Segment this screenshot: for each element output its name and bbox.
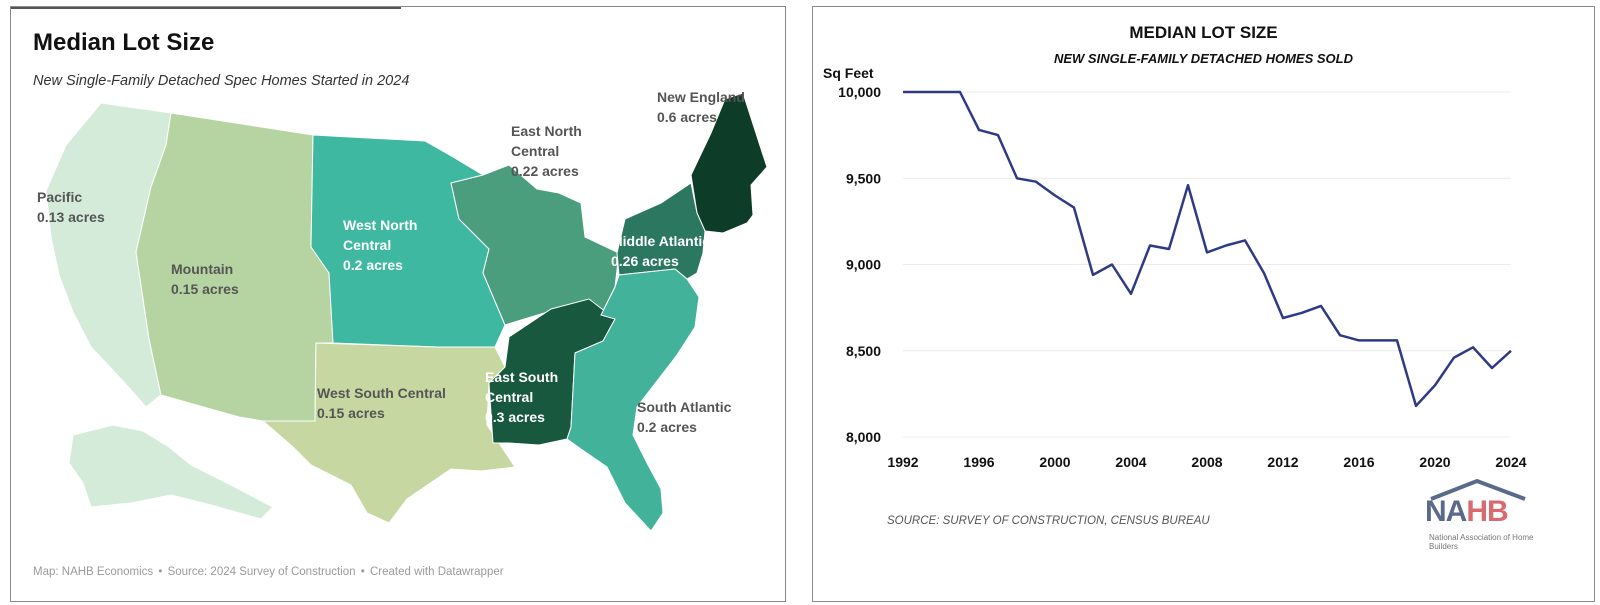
label-middle-atlantic: Middle Atlantic 0.26 acres <box>611 231 710 271</box>
y-tick-label: 9,000 <box>846 257 881 273</box>
y-axis-unit-label: Sq Feet <box>823 65 874 81</box>
label-new-england-value: 0.6 acres <box>657 109 717 125</box>
chart-source: SOURCE: SURVEY OF CONSTRUCTION, CENSUS B… <box>887 515 1210 527</box>
nahb-wordmark: NAHB <box>1425 495 1509 528</box>
x-tick-label: 1992 <box>887 454 918 470</box>
label-west-north-central: West North Central 0.2 acres <box>343 215 443 275</box>
y-tick-label: 10,000 <box>838 84 881 100</box>
label-east-south-central-name: East South Central <box>485 369 559 405</box>
nahb-tagline: National Association of Home Builders <box>1429 533 1534 551</box>
label-middle-atlantic-name: Middle Atlantic <box>611 233 711 249</box>
label-pacific: Pacific 0.13 acres <box>37 187 105 227</box>
label-mountain-name: Mountain <box>171 261 234 277</box>
map-footer: Map: NAHB Economics • Source: 2024 Surve… <box>33 566 506 578</box>
label-east-north-central: East North Central 0.22 acres <box>511 121 601 181</box>
label-east-north-central-value: 0.22 acres <box>511 163 579 179</box>
label-middle-atlantic-value: 0.26 acres <box>611 253 679 269</box>
y-tick-label: 8,500 <box>846 343 881 359</box>
x-tick-label: 2012 <box>1267 454 1298 470</box>
chart-title: MEDIAN LOT SIZE <box>1129 23 1278 42</box>
chart-subtitle: NEW SINGLE-FAMILY DETACHED HOMES SOLD <box>1053 51 1353 66</box>
x-tick-label: 1996 <box>963 454 994 470</box>
us-region-map <box>45 92 768 532</box>
label-west-south-central-name: West South Central <box>317 385 446 401</box>
x-tick-label: 2024 <box>1495 454 1526 470</box>
x-tick-label: 2004 <box>1115 454 1146 470</box>
region-pacific-alaska <box>68 424 274 520</box>
footer-source: Source: 2024 Survey of Construction <box>167 566 356 578</box>
label-mountain-value: 0.15 acres <box>171 281 239 297</box>
label-new-england: New England 0.6 acres <box>657 87 745 127</box>
footer-created-with: Created with Datawrapper <box>369 566 504 578</box>
label-new-england-name: New England <box>657 89 745 105</box>
footer-map-credit: Map: NAHB Economics <box>33 566 154 578</box>
map-title: Median Lot Size <box>33 29 215 56</box>
y-tick-label: 8,000 <box>846 429 881 445</box>
label-mountain: Mountain 0.15 acres <box>171 259 239 299</box>
region-south-atlantic <box>566 268 700 532</box>
region-west-south-central <box>261 342 516 524</box>
label-west-north-central-name: West North Central <box>343 217 418 253</box>
line-chart: 8,000 8,500 9,000 9,500 10,000 1992 1996 2000 20… <box>838 84 1527 470</box>
map-subtitle: New Single-Family Detached Spec Homes St… <box>33 73 410 89</box>
nahb-roof-icon <box>1430 478 1526 501</box>
nahb-logo: NAHB National Association of Home Builde… <box>1425 477 1535 567</box>
series-line-median-lot-size <box>903 90 1512 408</box>
label-east-south-central: East South Central 0.3 acres <box>485 367 575 427</box>
footer-sep-1: • <box>158 566 163 578</box>
label-south-atlantic-name: South Atlantic <box>637 399 732 415</box>
label-west-north-central-value: 0.2 acres <box>343 257 403 273</box>
label-south-atlantic: South Atlantic 0.2 acres <box>637 397 731 437</box>
region-middle-atlantic <box>616 182 706 280</box>
label-east-north-central-name: East North Central <box>511 123 582 159</box>
x-tick-label: 2020 <box>1419 454 1450 470</box>
y-tick-label: 9,500 <box>846 170 881 186</box>
top-rule <box>11 7 401 9</box>
label-pacific-name: Pacific <box>37 189 83 205</box>
lot-size-map-panel: Median Lot Size New Single-Family Detach… <box>10 6 786 602</box>
x-tick-label: 2008 <box>1191 454 1222 470</box>
label-west-south-central: West South Central 0.15 acres <box>317 383 446 423</box>
label-west-south-central-value: 0.15 acres <box>317 405 385 421</box>
label-east-south-central-value: 0.3 acres <box>485 409 545 425</box>
footer-sep-2: • <box>360 566 365 578</box>
label-south-atlantic-value: 0.2 acres <box>637 419 697 435</box>
label-pacific-value: 0.13 acres <box>37 209 105 225</box>
x-tick-label: 2016 <box>1343 454 1374 470</box>
x-tick-label: 2000 <box>1039 454 1070 470</box>
lot-size-line-chart-panel: MEDIAN LOT SIZE NEW SINGLE-FAMILY DETACH… <box>812 6 1595 602</box>
